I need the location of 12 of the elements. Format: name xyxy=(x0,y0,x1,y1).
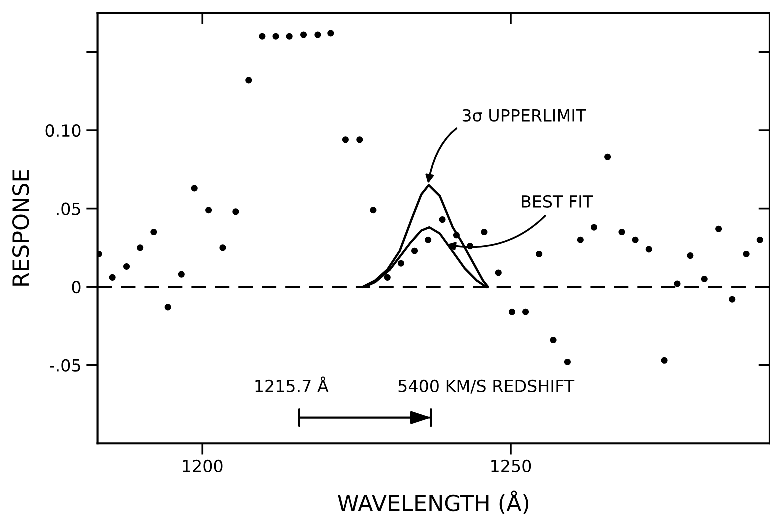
x-axis-title: WAVELENGTH (Å) xyxy=(338,490,529,514)
x-tick-label: 1250 xyxy=(492,460,532,472)
annotation: BEST FIT xyxy=(522,195,594,208)
y-tick-label: 0 xyxy=(72,281,81,294)
y-tick-label: .05 xyxy=(57,202,80,216)
x-tick-label: 1200 xyxy=(183,460,223,472)
annotation: 3σ UPPERLIMIT xyxy=(462,109,586,122)
annotation: 5400 KM/S REDSHIFT xyxy=(398,380,575,394)
y-tick-label: 0.10 xyxy=(46,124,81,138)
y-tick-label: -.05 xyxy=(50,359,80,372)
annotation: 1215.7 Å xyxy=(256,376,329,392)
y-axis-title: RESPONSE xyxy=(12,170,30,286)
